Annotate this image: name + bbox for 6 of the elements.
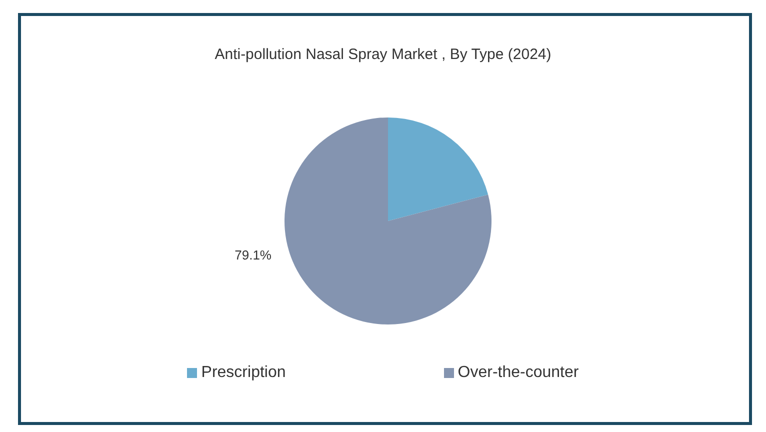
pie-slice xyxy=(284,118,492,324)
legend-label: Prescription xyxy=(201,363,286,383)
legend-label: Over-the-counter xyxy=(458,363,579,383)
data-label: 79.1% xyxy=(234,248,272,262)
pie-slice xyxy=(388,118,488,221)
chart-title: Anti-pollution Nasal Spray Market , By Type (2024) xyxy=(214,46,552,63)
